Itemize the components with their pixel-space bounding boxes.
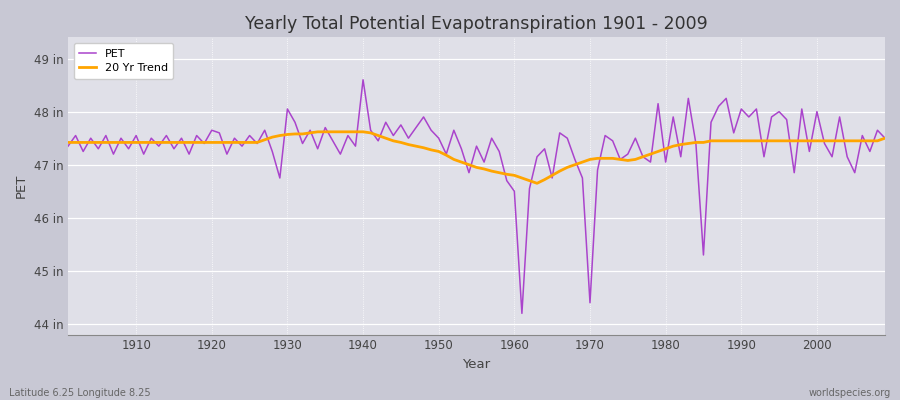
Line: 20 Yr Trend: 20 Yr Trend <box>68 132 885 183</box>
20 Yr Trend <box>879 136 890 140</box>
PET <box>357 77 368 82</box>
20 Yr Trend <box>532 181 543 186</box>
Legend: PET, 20 Yr Trend: PET, 20 Yr Trend <box>74 43 174 79</box>
Text: Latitude 6.25 Longitude 8.25: Latitude 6.25 Longitude 8.25 <box>9 388 150 398</box>
PET <box>615 157 626 162</box>
Line: PET: PET <box>68 80 885 313</box>
PET <box>335 152 346 156</box>
PET <box>879 136 890 140</box>
20 Yr Trend <box>615 157 626 162</box>
PET <box>524 186 535 191</box>
Y-axis label: PET: PET <box>15 174 28 198</box>
PET <box>63 144 74 148</box>
20 Yr Trend <box>63 140 74 145</box>
Title: Yearly Total Potential Evapotranspiration 1901 - 2009: Yearly Total Potential Evapotranspiratio… <box>245 15 708 33</box>
20 Yr Trend <box>290 132 301 136</box>
20 Yr Trend <box>508 173 519 178</box>
PET <box>290 120 301 125</box>
20 Yr Trend <box>312 130 323 134</box>
PET <box>508 189 519 194</box>
PET <box>123 146 134 151</box>
Text: worldspecies.org: worldspecies.org <box>809 388 891 398</box>
20 Yr Trend <box>343 130 354 134</box>
PET <box>517 311 527 316</box>
X-axis label: Year: Year <box>463 358 491 371</box>
20 Yr Trend <box>123 140 134 145</box>
20 Yr Trend <box>517 176 527 180</box>
